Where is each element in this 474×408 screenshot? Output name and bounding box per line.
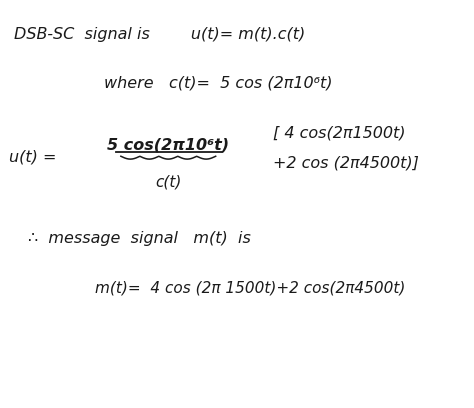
Text: c(t): c(t) [155,174,182,189]
Text: 5 cos(2π10⁶t): 5 cos(2π10⁶t) [107,137,229,152]
Text: ∴  message  signal   m(t)  is: ∴ message signal m(t) is [28,231,251,246]
Text: where   c(t)=  5 cos (2π10⁶t): where c(t)= 5 cos (2π10⁶t) [104,75,333,91]
Text: +2 cos (2π4500t)]: +2 cos (2π4500t)] [273,156,419,171]
Text: m(t)=  4 cos (2π 1500t)+2 cos(2π4500t): m(t)= 4 cos (2π 1500t)+2 cos(2π4500t) [95,280,405,295]
Text: DSB-SC  signal is        u(t)= m(t).c(t): DSB-SC signal is u(t)= m(t).c(t) [14,27,305,42]
Text: u(t) =: u(t) = [9,150,57,164]
Text: [ 4 cos(2π1500t): [ 4 cos(2π1500t) [273,125,405,140]
